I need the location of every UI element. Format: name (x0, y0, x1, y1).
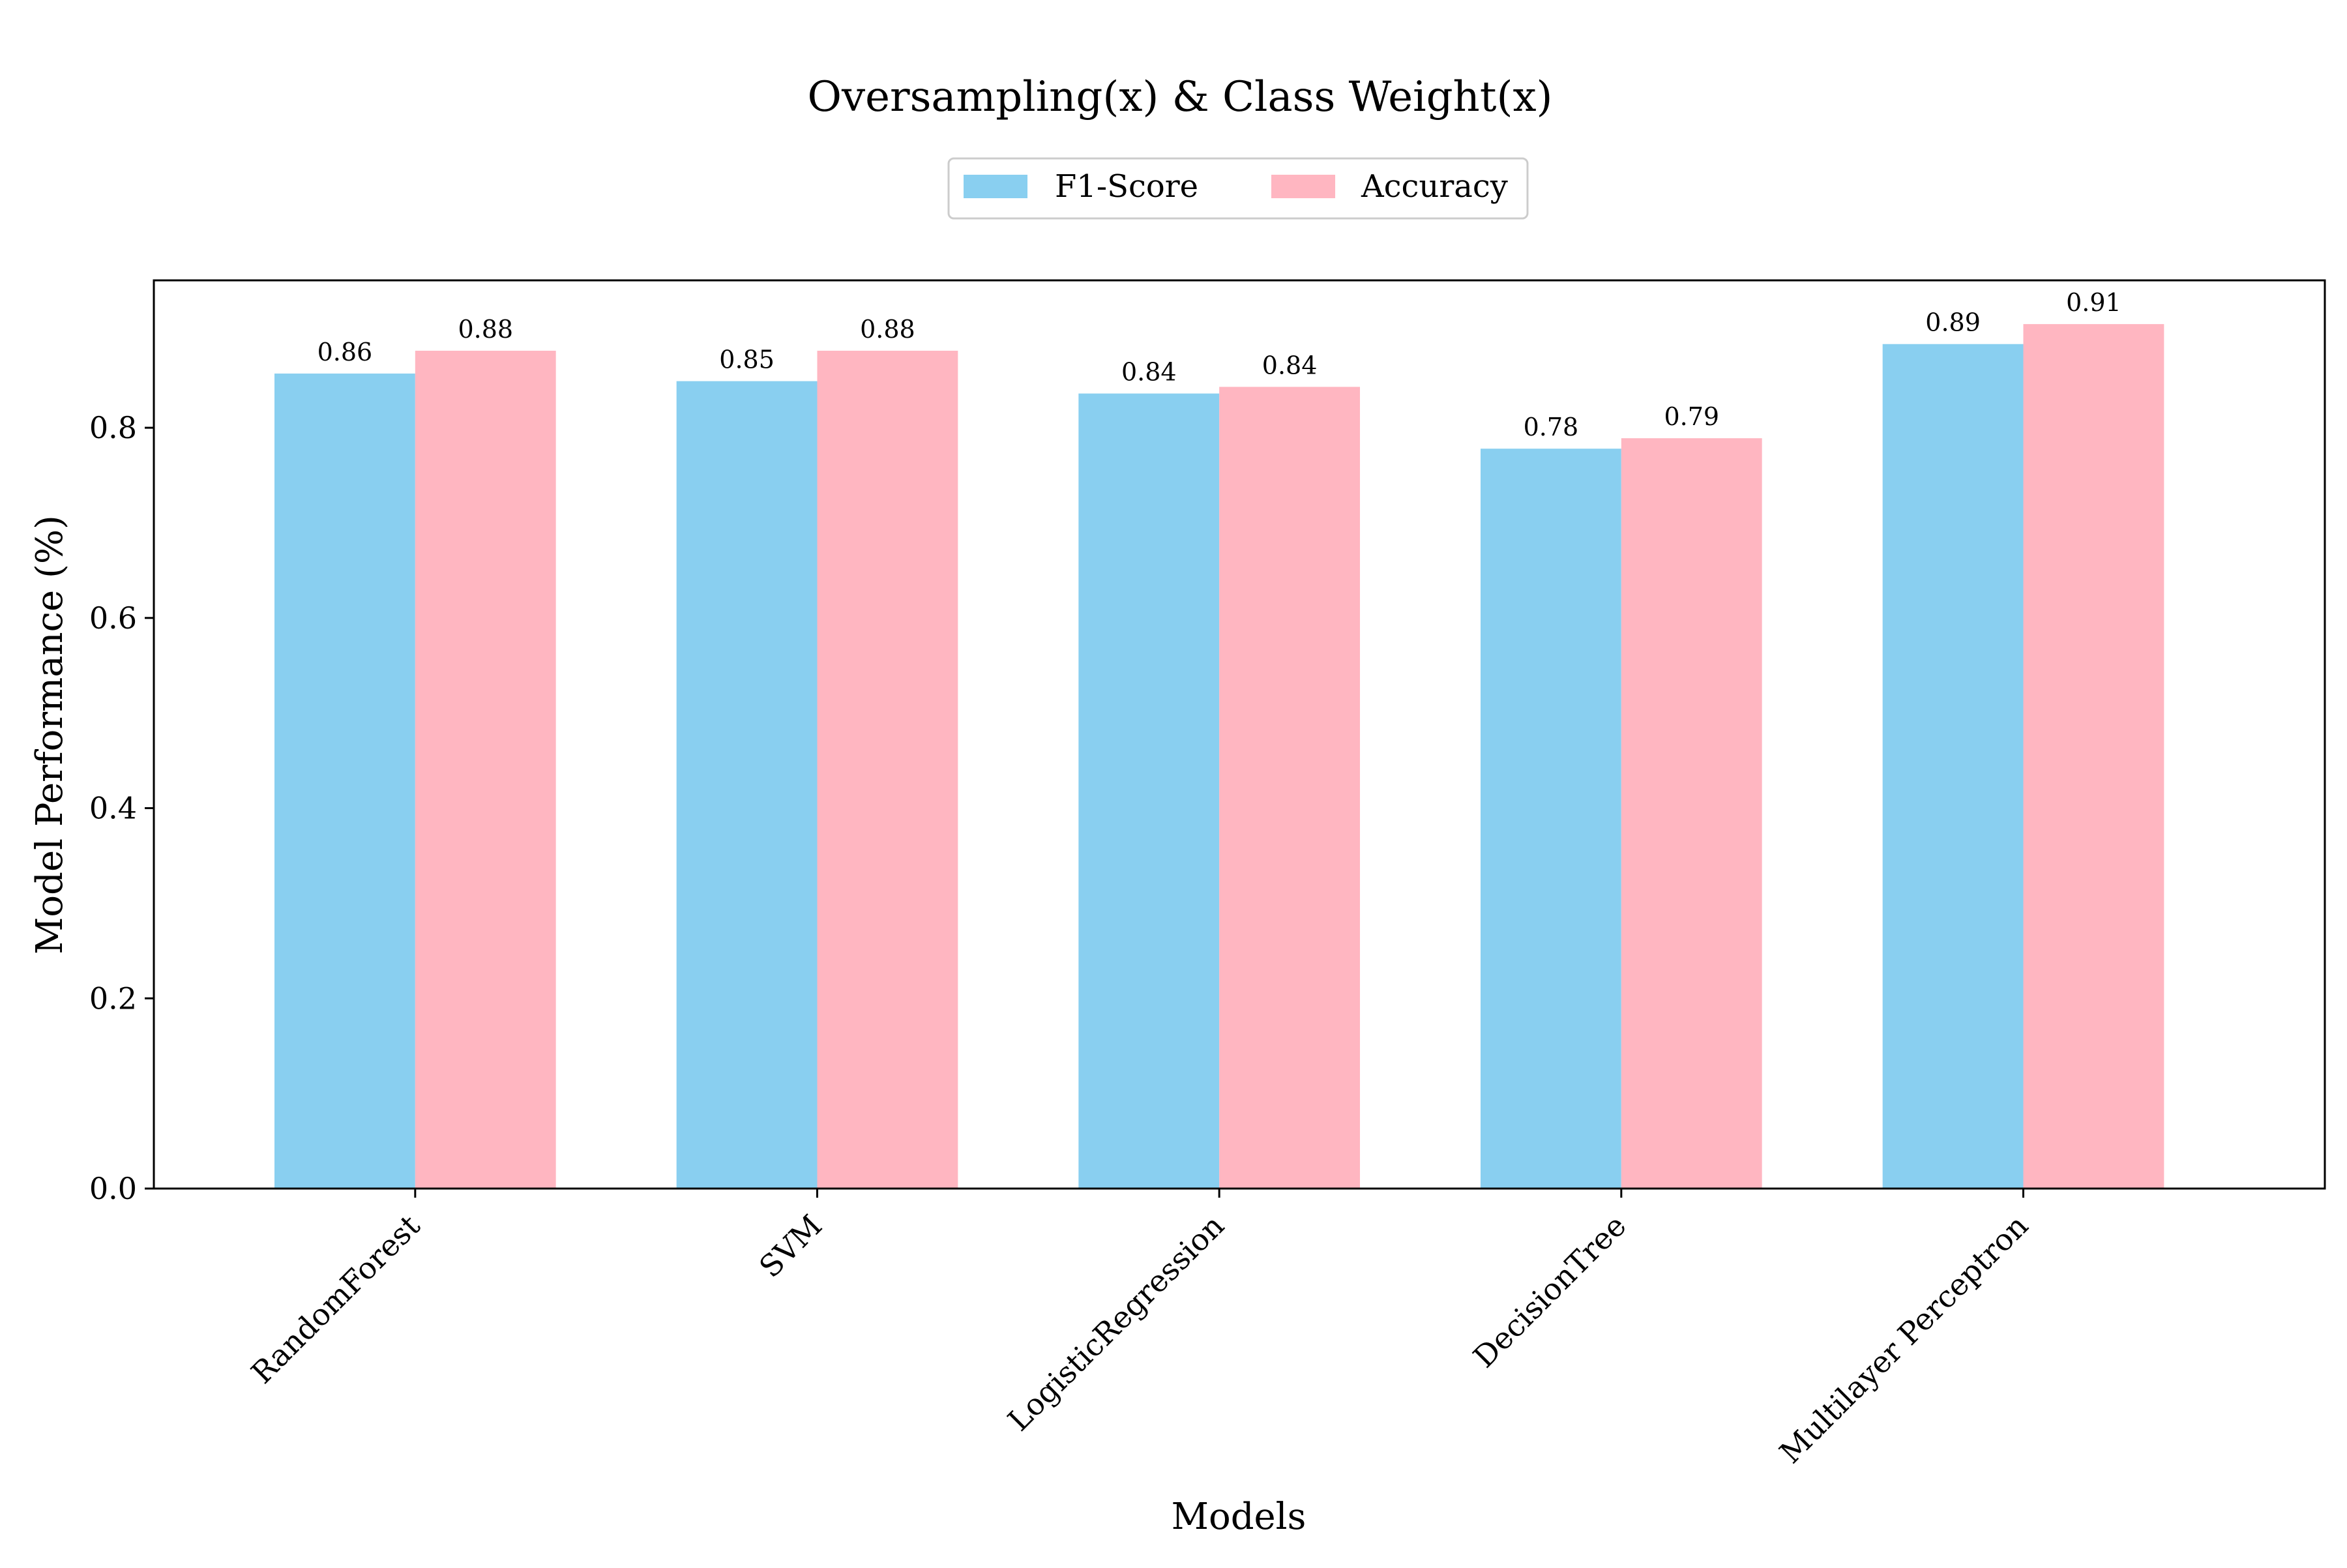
y-tick-label: 0.6 (89, 600, 137, 636)
legend-frame (947, 157, 1529, 220)
y-axis: 0.0 0.2 0.4 0.6 0.8 (89, 410, 154, 1206)
bar-accuracy-multilayer-perceptron (2023, 324, 2164, 1189)
x-axis: RandomForest SVM LogisticRegression Decisio… (244, 1189, 2035, 1470)
bar-value-label-accuracy-svm: 0.88 (860, 315, 915, 344)
bar-value-label-accuracy-multilayer-perceptron: 0.91 (2066, 288, 2121, 317)
bar-accuracy-svm (817, 350, 958, 1189)
bar-value-label-f1-score-randomforest: 0.86 (317, 338, 373, 366)
bar-value-label-f1-score-decisiontree: 0.78 (1524, 413, 1579, 441)
legend-swatch-f1-score (964, 175, 1027, 198)
bar-value-label-f1-score-logisticregression: 0.84 (1121, 358, 1177, 387)
bar-f1-score-logisticregression (1078, 393, 1220, 1189)
bar-value-label-accuracy-decisiontree: 0.79 (1664, 402, 1719, 431)
x-tick-label-decisiontree: DecisionTree (1466, 1208, 1633, 1375)
legend-label-f1-score: F1-Score (1055, 168, 1198, 205)
x-axis-title: Models (1172, 1496, 1306, 1538)
bar-f1-score-multilayer-perceptron (1882, 344, 2024, 1189)
legend-swatch-accuracy (1271, 175, 1335, 198)
x-tick-label-logisticregression: LogisticRegression (1001, 1208, 1231, 1438)
bars-group (274, 324, 2164, 1189)
y-tick-label: 0.8 (89, 410, 137, 445)
bar-value-label-accuracy-randomforest: 0.88 (458, 315, 513, 344)
x-tick-label-randomforest: RandomForest (244, 1207, 427, 1390)
legend: F1-Score Accuracy (947, 157, 1529, 220)
y-tick-label: 0.0 (89, 1171, 137, 1206)
y-tick-label: 0.4 (89, 791, 137, 826)
bar-accuracy-logisticregression (1219, 387, 1360, 1189)
bar-f1-score-randomforest (274, 373, 415, 1189)
x-tick-label-multilayer-perceptron: Multilayer Perceptron (1773, 1208, 2035, 1470)
plot-frame (153, 279, 2326, 1190)
bar-value-label-f1-score-multilayer-perceptron: 0.89 (1925, 308, 1981, 337)
x-tick-label-svm: SVM (752, 1208, 829, 1284)
y-axis-title: Model Performance (%) (29, 515, 71, 954)
bar-accuracy-decisiontree (1621, 438, 1762, 1189)
bar-labels-group: 0.86 0.88 0.85 0.88 0.84 0.84 0.78 0.79 0.89 0.91 (317, 288, 2121, 441)
legend-label-accuracy: Accuracy (1361, 168, 1508, 205)
bar-accuracy-randomforest (415, 350, 556, 1189)
bar-f1-score-decisiontree (1481, 449, 1621, 1189)
chart-title: Oversampling(x) & Class Weight(x) (807, 73, 1552, 121)
bar-f1-score-svm (676, 381, 818, 1189)
bar-value-label-f1-score-svm: 0.85 (719, 346, 775, 374)
bar-value-label-accuracy-logisticregression: 0.84 (1262, 351, 1318, 379)
y-tick-label: 0.2 (89, 981, 137, 1016)
